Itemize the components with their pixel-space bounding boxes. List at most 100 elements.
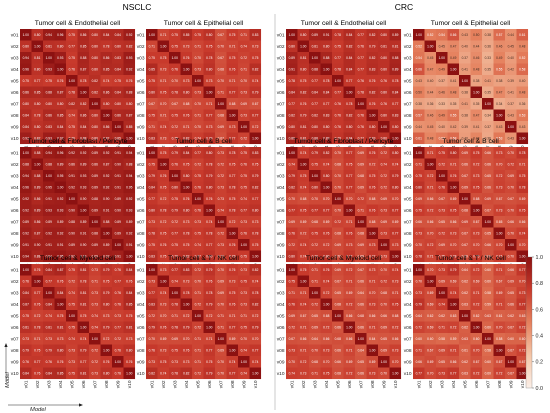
heatmap-cell (66, 227, 78, 240)
heatmap-cell (516, 158, 529, 171)
heatmap-cell-value: 0.73 (252, 44, 258, 48)
heatmap-cell (43, 29, 55, 41)
heatmap-cell-value: 0.72 (149, 314, 155, 318)
heatmap-cell-value: 0.72 (427, 208, 433, 212)
heatmap-cell-value: 1.00 (160, 44, 166, 48)
heatmap-cell-value: 0.84 (23, 371, 29, 375)
heatmap-cell-value: 0.66 (462, 162, 468, 166)
heatmap-cell (238, 204, 250, 217)
heatmap-cell (286, 63, 298, 76)
heatmap-cell-value: 1.00 (229, 113, 235, 117)
heatmap-cell-value: 0.75 (206, 360, 212, 364)
heatmap-cell-value: 0.76 (69, 67, 75, 71)
heatmap-cell (43, 40, 55, 53)
heatmap-cell (238, 52, 250, 64)
heatmap-cell (146, 86, 158, 99)
heatmap-cell-value: 0.67 (218, 136, 224, 140)
heatmap-cell-value: 0.81 (80, 291, 86, 295)
heatmap-cell-value: 0.75 (312, 162, 318, 166)
heatmap-cell (89, 52, 101, 64)
heatmap-cell (112, 321, 124, 334)
row-tick-label: v05 (137, 78, 145, 84)
heatmap-cell (297, 63, 310, 76)
heatmap-cell-value: 0.86 (69, 162, 75, 166)
heatmap-cell-value: 0.35 (450, 102, 456, 106)
heatmap-cell (493, 181, 506, 194)
heatmap-cell (226, 193, 239, 205)
heatmap-cell-value: 0.88 (80, 56, 86, 60)
heatmap-cell-value: 0.68 (358, 314, 364, 318)
heatmap-cell (459, 52, 471, 64)
heatmap-cell-value: 0.70 (335, 185, 341, 189)
heatmap-cell (54, 239, 67, 251)
heatmap-cell (100, 310, 113, 322)
heatmap-cell (505, 52, 517, 64)
heatmap-cell-value: 1.00 (92, 102, 98, 106)
heatmap-cell-value: 0.73 (160, 348, 166, 352)
heatmap-cell-value: 0.84 (57, 125, 63, 129)
heatmap-cell (66, 63, 78, 76)
heatmap-cell (343, 98, 356, 110)
heatmap-cell-value: 0.71 (160, 113, 166, 117)
heatmap-cell-value: 0.87 (80, 67, 86, 71)
heatmap-cell-value: 0.72 (346, 371, 352, 375)
heatmap-cell-value: 0.62 (462, 279, 468, 283)
heatmap-cell (355, 86, 367, 99)
heatmap-cell-value: 1.00 (57, 67, 63, 71)
heatmap-cell (112, 52, 124, 64)
heatmap-cell-value: 0.72 (218, 174, 224, 178)
heatmap-cell (20, 227, 32, 240)
heatmap-cell (389, 250, 402, 263)
heatmap-cell (77, 227, 90, 240)
row-tick-label: v09 (11, 124, 19, 130)
heatmap-cell-value: 0.49 (439, 113, 445, 117)
heatmap-cell-value: 1.00 (289, 33, 295, 37)
heatmap-cell-value: 0.69 (289, 314, 295, 318)
heatmap-cell-value: 0.58 (485, 348, 491, 352)
heatmap-cell (146, 250, 158, 263)
heatmap-cell-value: 0.68 (312, 220, 318, 224)
heatmap-cell (146, 333, 158, 345)
heatmap-cell (226, 98, 239, 110)
heatmap-cell-value: 0.58 (450, 136, 456, 140)
heatmap-cell-value: 0.70 (473, 243, 479, 247)
heatmap-cell (424, 109, 437, 122)
heatmap-cell (355, 75, 367, 87)
heatmap-cell (355, 250, 367, 263)
heatmap-cell-value: 0.72 (323, 291, 329, 295)
heatmap-cell (54, 333, 67, 345)
heatmap-cell (112, 344, 124, 357)
heatmap-cell-value: 0.70 (218, 79, 224, 83)
heatmap-cell-value: 0.45 (427, 56, 433, 60)
row-tick-label: v01 (137, 150, 145, 156)
heatmap-cell-value: 0.71 (312, 371, 318, 375)
heatmap-cell-value: 0.72 (473, 302, 479, 306)
heatmap-cell-value: 0.71 (369, 325, 375, 329)
heatmap-cell-value: 0.77 (46, 279, 52, 283)
heatmap-cell-value: 0.80 (57, 102, 63, 106)
heatmap-cell-value: 0.75 (416, 174, 422, 178)
heatmap-cell-value: 0.66 (508, 268, 514, 272)
heatmap-cell (66, 109, 78, 122)
heatmap-cell-value: 0.75 (346, 162, 352, 166)
row-tick-label: v09 (404, 124, 412, 130)
heatmap-cell-value: 0.77 (115, 279, 121, 283)
heatmap-cell (297, 86, 310, 99)
heatmap-cell-value: 0.81 (34, 56, 40, 60)
heatmap-cell-value: 0.68 (335, 371, 341, 375)
heatmap-cell (378, 121, 390, 133)
heatmap-cell (320, 109, 333, 122)
row-tick-label: v04 (11, 67, 19, 73)
heatmap-cell (54, 147, 67, 159)
heatmap-cell-value: 0.94 (126, 174, 132, 178)
heatmap-cell-value: 0.75 (473, 151, 479, 155)
heatmap-cell-value: 0.69 (241, 102, 247, 106)
heatmap-cell (366, 204, 379, 217)
row-tick-label: v01 (11, 32, 19, 38)
heatmap-cell-value: 0.60 (427, 337, 433, 341)
heatmap-cell (343, 52, 356, 64)
col-tick-label: v05 (462, 380, 468, 388)
heatmap-cell-value: 0.76 (160, 174, 166, 178)
heatmap-cell-value: 0.67 (473, 220, 479, 224)
